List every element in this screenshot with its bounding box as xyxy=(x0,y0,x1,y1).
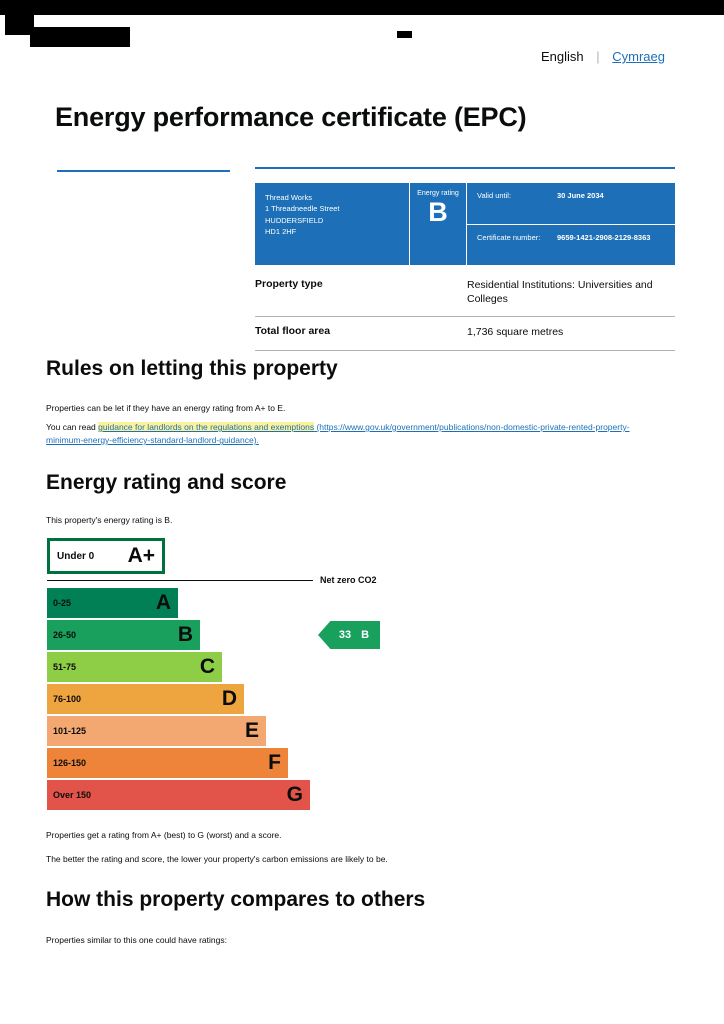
address-line: HUDDERSFIELD xyxy=(265,215,324,225)
certificate-number-value: 9659-1421-2908-2129-8363 xyxy=(557,232,651,242)
rating-footnote-2: The better the rating and score, the low… xyxy=(46,854,388,864)
epc-band-range: Over 150 xyxy=(53,790,92,800)
rules-guidance-paragraph: You can read guidance for landlords on t… xyxy=(46,421,658,447)
score-letter: B xyxy=(361,629,370,641)
address-line: 1 Threadneedle Street xyxy=(265,204,340,214)
epc-band-range: 126-150 xyxy=(53,758,87,768)
floor-area-label: Total floor area xyxy=(255,325,331,338)
divider-left xyxy=(57,170,230,172)
language-english-label: English xyxy=(540,49,584,64)
epc-band-range: 76-100 xyxy=(53,694,82,704)
property-type-value: Residential Institutions: Universities a… xyxy=(467,279,653,306)
epc-band-letter: C xyxy=(199,655,215,678)
property-details: Property type Residential Institutions: … xyxy=(255,270,675,351)
epc-band-range: 0-25 xyxy=(53,598,72,608)
language-link-cymraeg[interactable]: Cymraeg xyxy=(612,49,665,64)
scan-artifact-dash xyxy=(397,31,412,38)
certificate-summary-box: Thread Works 1 Threadneedle Street HUDDE… xyxy=(255,183,675,265)
epc-band-f: 126-150 F xyxy=(47,748,288,778)
epc-band-range: 51-75 xyxy=(53,662,77,672)
energy-rating-label: Energy rating xyxy=(417,190,459,197)
epc-band-a-plus: Under 0 A+ xyxy=(47,538,165,574)
epc-band-range: 26-50 xyxy=(53,630,77,640)
address-line: HD1 2HF xyxy=(265,226,297,236)
certificate-number-label: Certificate number: xyxy=(477,232,541,242)
floor-area-value: 1,736 square metres xyxy=(467,326,564,339)
scan-artifact-corner-block xyxy=(5,4,34,35)
epc-band-range: Under 0 xyxy=(57,550,95,562)
scan-artifact-top-bar xyxy=(0,0,724,15)
guidance-link-url: (https://www.gov.uk/government/publicati… xyxy=(46,422,630,446)
epc-band-letter: G xyxy=(286,783,303,806)
guidance-link-prefix: You can read xyxy=(46,422,99,432)
page-title: Energy performance certificate (EPC) xyxy=(55,102,527,132)
section-heading-rules: Rules on letting this property xyxy=(46,357,338,380)
net-zero-label: Net zero CO2 xyxy=(320,575,377,585)
certificate-number-row: Certificate number: 9659-1421-2908-2129-… xyxy=(467,223,675,266)
language-separator: | xyxy=(596,49,600,64)
rating-intro-text: This property's energy rating is B. xyxy=(46,515,173,525)
epc-band-letter: A xyxy=(155,591,171,614)
rating-footnote-1: Properties get a rating from A+ (best) t… xyxy=(46,830,282,840)
epc-bands: 0-25 A 26-50 B 51-75 C 76-100 D 101-125 E 126-150 F… xyxy=(47,588,377,810)
property-address: Thread Works 1 Threadneedle Street HUDDE… xyxy=(255,183,410,265)
epc-band-c: 51-75 C xyxy=(47,652,222,682)
valid-until-value: 30 June 2034 xyxy=(557,191,604,200)
energy-rating-badge: Energy rating B xyxy=(410,183,467,265)
epc-band-d: 76-100 D xyxy=(47,684,244,714)
epc-band-e: 101-125 E xyxy=(47,716,266,746)
epc-band-letter: F xyxy=(268,751,281,774)
guidance-link-highlight: guidance for landlords on the regulation… xyxy=(98,422,315,432)
valid-until-row: Valid until: 30 June 2034 xyxy=(467,183,675,224)
score-marker: 33 B xyxy=(318,621,380,649)
epc-band-range: 101-125 xyxy=(53,726,87,736)
epc-band-letter: B xyxy=(177,623,193,646)
address-line: Thread Works xyxy=(265,193,312,202)
net-zero-marker: Net zero CO2 xyxy=(47,575,377,585)
property-type-label: Property type xyxy=(255,278,323,290)
certificate-meta: Valid until: 30 June 2034 Certificate nu… xyxy=(467,183,675,265)
valid-until-label: Valid until: xyxy=(477,191,512,200)
energy-rating-value: B xyxy=(428,197,448,227)
guidance-link[interactable]: guidance for landlords on the regulation… xyxy=(46,422,630,445)
scan-artifact-redaction-block xyxy=(30,27,130,47)
property-type-row: Property type Residential Institutions: … xyxy=(255,270,675,318)
section-heading-compare: How this property compares to others xyxy=(46,888,426,911)
section-heading-energy-rating: Energy rating and score xyxy=(46,471,287,494)
net-zero-line xyxy=(47,579,313,581)
epc-band-b: 26-50 B xyxy=(47,620,200,650)
divider-right xyxy=(255,167,675,169)
language-switcher: English | Cymraeg xyxy=(541,49,665,64)
rules-body-text: Properties can be let if they have an en… xyxy=(46,403,286,413)
energy-rating-chart: Under 0 A+ Net zero CO2 0-25 A 26-50 B 51-75… xyxy=(47,538,377,812)
score-value: 33 xyxy=(338,629,352,641)
epc-band-letter: D xyxy=(221,687,237,710)
epc-band-letter: E xyxy=(244,719,259,742)
floor-area-row: Total floor area 1,736 square metres xyxy=(255,317,675,351)
compare-body-text: Properties similar to this one could hav… xyxy=(46,935,227,945)
epc-band-letter: A+ xyxy=(127,544,155,567)
epc-band-g: Over 150 G xyxy=(47,780,310,810)
epc-band-a: 0-25 A xyxy=(47,588,178,618)
